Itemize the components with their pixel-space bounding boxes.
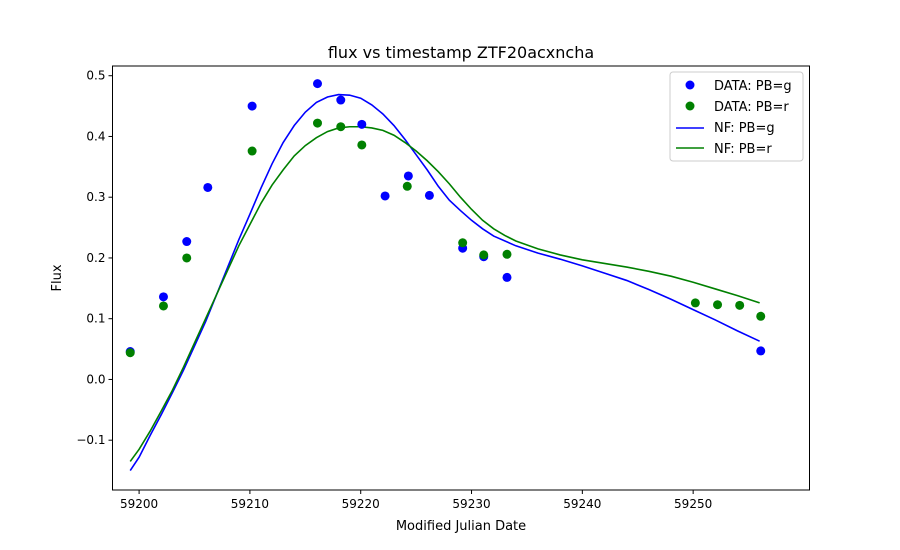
data-point-series-1-8	[458, 238, 468, 248]
legend-label-nf-r: NF: PB=r	[714, 142, 772, 157]
legend-entry-nf-g: NF: PB=g	[676, 121, 775, 136]
data-point-series-0-14	[756, 346, 766, 356]
x-axis-ticks: 59200 59210 59220 59230 59240 59250	[120, 490, 712, 511]
legend-label-data-r: DATA: PB=r	[714, 100, 789, 115]
data-point-series-0-9	[403, 171, 413, 181]
plot-area	[125, 79, 766, 472]
data-point-series-1-6	[357, 140, 367, 150]
y-tick-label-4: 0.3	[86, 190, 105, 204]
legend-entry-data-r: DATA: PB=r	[685, 100, 789, 115]
x-tick-label-5: 59250	[674, 497, 712, 511]
data-point-series-1-4	[313, 118, 322, 128]
legend-label-data-g: DATA: PB=g	[714, 79, 792, 94]
data-point-series-1-0	[125, 348, 135, 358]
data-point-series-1-13	[735, 300, 745, 310]
y-tick-label-6: 0.5	[86, 69, 105, 83]
data-point-series-0-10	[424, 190, 434, 200]
data-point-series-1-2	[182, 253, 192, 263]
data-point-series-0-7	[357, 119, 367, 129]
axes-frame	[112, 65, 810, 491]
legend-box	[669, 71, 804, 162]
legend-entry-data-g: DATA: PB=g	[685, 79, 792, 94]
legend-marker-data-r	[685, 101, 695, 111]
nf-line-series-0	[129, 93, 760, 472]
y-tick-label-1: 0.0	[86, 372, 105, 386]
legend-marker-data-g	[685, 80, 695, 90]
data-point-series-1-10	[502, 249, 512, 259]
data-point-series-0-3	[203, 182, 213, 192]
legend-entry-nf-r: NF: PB=r	[676, 142, 772, 157]
chart-title: flux vs timestamp ZTF20acxncha	[328, 43, 594, 62]
data-point-series-0-13	[502, 272, 512, 282]
data-point-series-1-14	[756, 311, 766, 321]
y-tick-label-0: −0.1	[76, 433, 105, 447]
data-point-series-0-5	[313, 79, 322, 89]
x-axis-label: Modified Julian Date	[396, 519, 526, 534]
legend: DATA: PB=g DATA: PB=r NF: PB=g NF: PB=r	[669, 71, 804, 162]
x-tick-label-2: 59220	[342, 497, 380, 511]
data-point-series-1-3	[247, 146, 257, 156]
data-point-series-1-12	[713, 300, 723, 310]
data-point-series-1-9	[479, 250, 489, 260]
y-axis-label: Flux	[50, 264, 65, 291]
data-point-series-1-11	[690, 298, 700, 308]
data-point-series-0-4	[247, 101, 257, 111]
data-point-series-0-8	[380, 191, 390, 201]
y-tick-label-5: 0.4	[86, 129, 105, 143]
data-point-series-1-5	[336, 122, 346, 132]
y-tick-label-2: 0.1	[86, 312, 105, 326]
legend-label-nf-g: NF: PB=g	[714, 121, 775, 136]
data-point-series-0-2	[182, 237, 192, 247]
data-point-series-0-6	[336, 95, 346, 105]
y-tick-label-3: 0.2	[86, 251, 105, 265]
data-point-series-1-7	[402, 181, 412, 191]
data-point-series-0-1	[158, 292, 168, 302]
x-tick-label-3: 59230	[452, 497, 490, 511]
data-point-series-1-1	[158, 301, 168, 311]
nf-line-series-1	[129, 125, 760, 462]
y-axis-ticks: −0.1 0.0 0.1 0.2 0.3 0.4 0.5	[76, 69, 113, 447]
x-tick-label-4: 59240	[563, 497, 601, 511]
x-tick-label-1: 59210	[231, 497, 269, 511]
x-tick-label-0: 59200	[120, 497, 158, 511]
